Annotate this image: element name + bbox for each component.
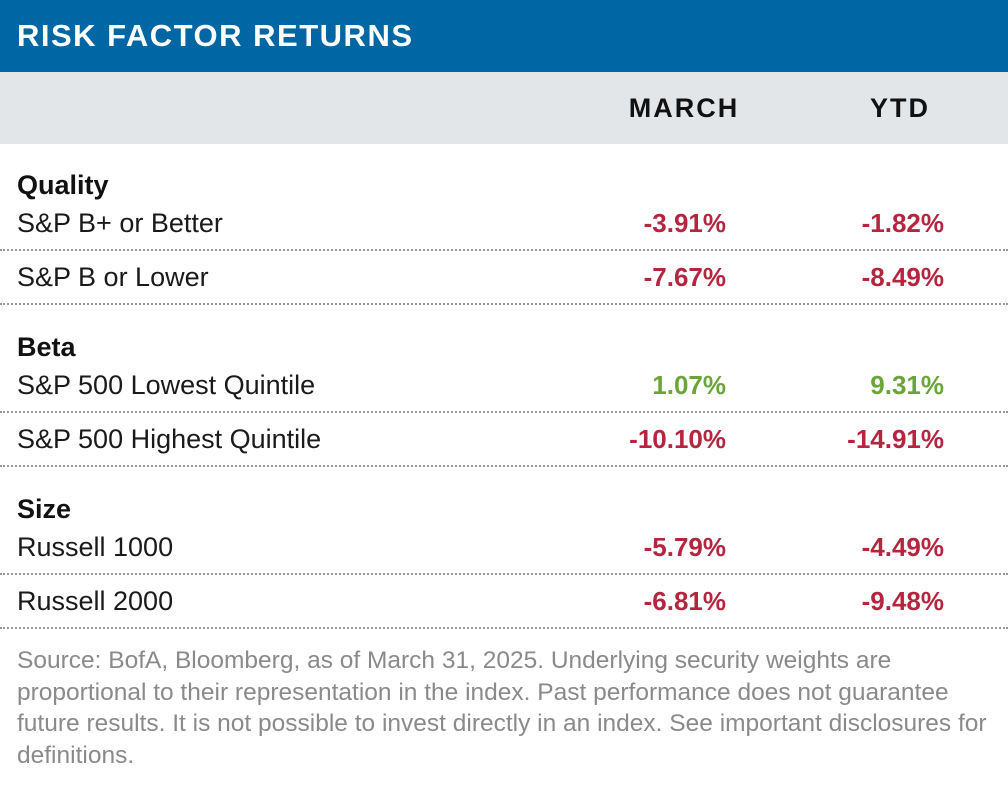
- row-divider: [0, 573, 1008, 575]
- group-title-quality: Quality: [17, 170, 109, 200]
- row-label: Russell 1000: [17, 532, 174, 562]
- table-row: Russell 2000 -6.81% -9.48%: [0, 574, 1008, 628]
- row-label: S&P B+ or Better: [17, 208, 223, 238]
- march-value: -3.91%: [643, 208, 726, 238]
- table-row: S&P 500 Lowest Quintile 1.07% 9.31%: [0, 358, 1008, 412]
- column-header-row: MARCH YTD: [0, 72, 1008, 144]
- row-divider: [0, 411, 1008, 413]
- row-label: S&P 500 Highest Quintile: [17, 424, 322, 454]
- table-row: S&P 500 Highest Quintile -10.10% -14.91%: [0, 412, 1008, 466]
- column-header-ytd: YTD: [870, 93, 930, 123]
- march-value: -10.10%: [629, 424, 726, 454]
- ytd-value: -9.48%: [861, 586, 944, 616]
- ytd-value: 9.31%: [870, 370, 944, 400]
- row-divider: [0, 465, 1008, 467]
- march-value: -6.81%: [643, 586, 726, 616]
- title-bar: RISK FACTOR RETURNS: [0, 0, 1008, 72]
- ytd-value: -8.49%: [861, 262, 944, 292]
- row-label: Russell 2000: [17, 586, 174, 616]
- march-value: 1.07%: [652, 370, 726, 400]
- table-row: S&P B+ or Better -3.91% -1.82%: [0, 196, 1008, 250]
- ytd-value: -4.49%: [861, 532, 944, 562]
- ytd-value: -14.91%: [847, 424, 944, 454]
- group-title-size: Size: [17, 494, 72, 524]
- row-label: S&P 500 Lowest Quintile: [17, 370, 316, 400]
- table-title: RISK FACTOR RETURNS: [17, 18, 414, 53]
- column-header-march: MARCH: [628, 93, 740, 123]
- row-label: S&P B or Lower: [17, 262, 209, 292]
- group-title-beta: Beta: [17, 332, 76, 362]
- ytd-value: -1.82%: [861, 208, 944, 238]
- row-divider: [0, 303, 1008, 305]
- march-value: -7.67%: [643, 262, 726, 292]
- march-value: -5.79%: [643, 532, 726, 562]
- source-footnote: Source: BofA, Bloomberg, as of March 31,…: [17, 647, 987, 769]
- table-row: Russell 1000 -5.79% -4.49%: [0, 520, 1008, 574]
- table-row: S&P B or Lower -7.67% -8.49%: [0, 250, 1008, 304]
- row-divider: [0, 627, 1008, 629]
- row-divider: [0, 249, 1008, 251]
